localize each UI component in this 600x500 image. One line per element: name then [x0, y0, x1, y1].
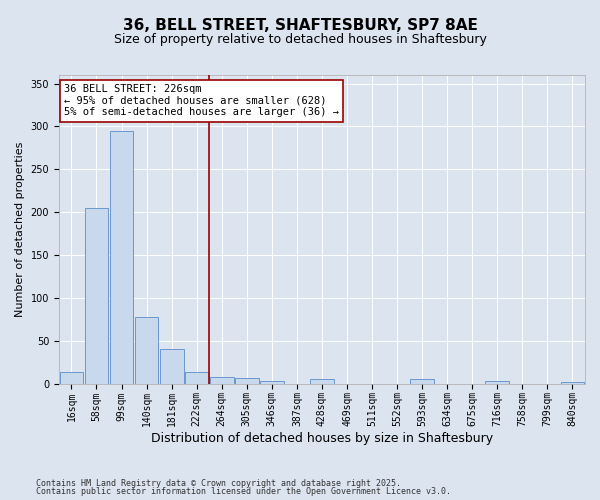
- Bar: [485, 381, 509, 384]
- Bar: [59, 372, 83, 384]
- Bar: [235, 378, 259, 384]
- Bar: [85, 208, 109, 384]
- Bar: [310, 380, 334, 384]
- Bar: [134, 316, 158, 384]
- Text: Contains HM Land Registry data © Crown copyright and database right 2025.: Contains HM Land Registry data © Crown c…: [36, 478, 401, 488]
- Y-axis label: Number of detached properties: Number of detached properties: [15, 142, 25, 317]
- Bar: [160, 350, 184, 384]
- Text: 36, BELL STREET, SHAFTESBURY, SP7 8AE: 36, BELL STREET, SHAFTESBURY, SP7 8AE: [122, 18, 478, 32]
- Bar: [410, 380, 434, 384]
- Bar: [560, 382, 584, 384]
- Bar: [110, 130, 133, 384]
- Text: 36 BELL STREET: 226sqm
← 95% of detached houses are smaller (628)
5% of semi-det: 36 BELL STREET: 226sqm ← 95% of detached…: [64, 84, 339, 117]
- Bar: [260, 381, 284, 384]
- Text: Contains public sector information licensed under the Open Government Licence v3: Contains public sector information licen…: [36, 487, 451, 496]
- Bar: [185, 372, 209, 384]
- Bar: [210, 376, 233, 384]
- Text: Size of property relative to detached houses in Shaftesbury: Size of property relative to detached ho…: [113, 32, 487, 46]
- X-axis label: Distribution of detached houses by size in Shaftesbury: Distribution of detached houses by size …: [151, 432, 493, 445]
